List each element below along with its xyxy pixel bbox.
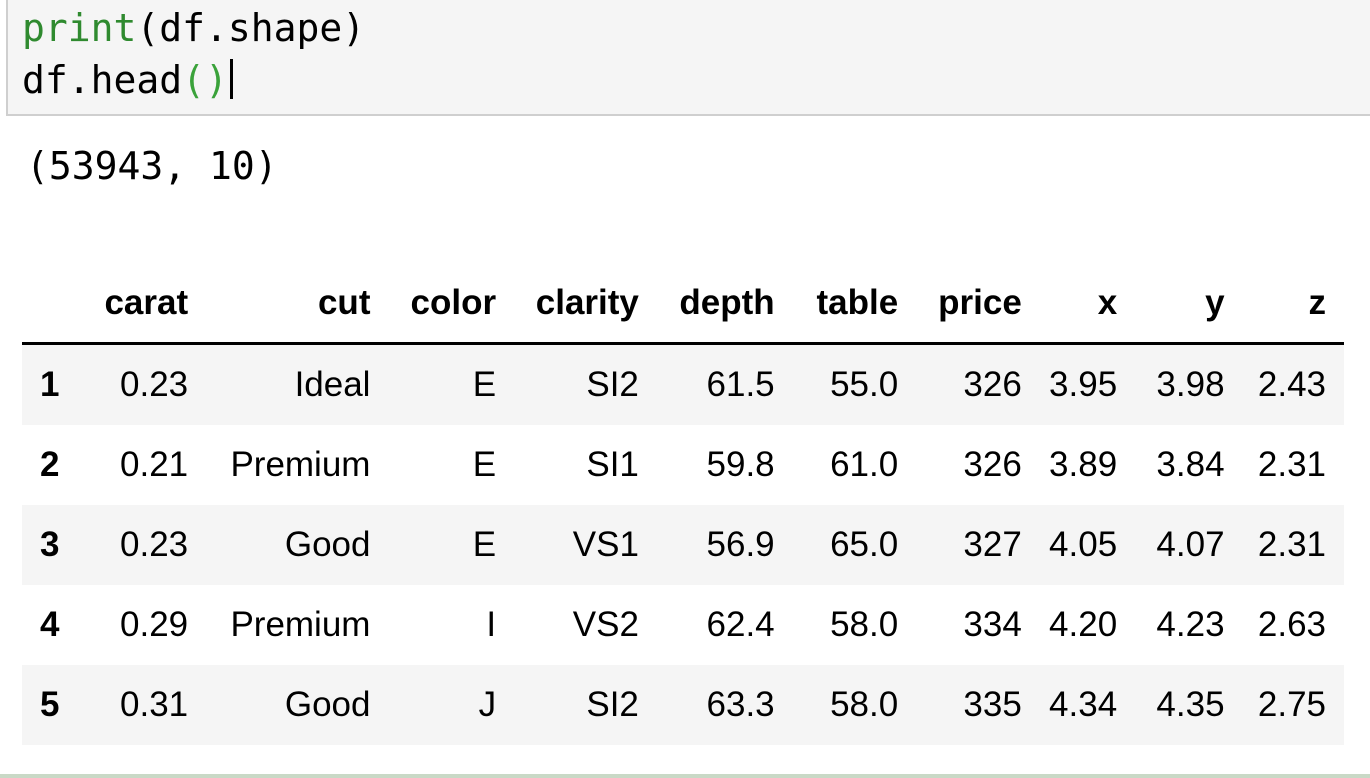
cell-depth: 61.5 [706, 365, 775, 404]
cell-z: 2.75 [1257, 685, 1326, 724]
column-header-depth: depth [638, 264, 775, 345]
column-header-cut: cut [188, 264, 371, 345]
cell-table: 58.0 [830, 685, 899, 724]
column-header-clarity: clarity [496, 264, 639, 345]
cell-depth: 59.8 [706, 445, 775, 484]
cell-table: 58.0 [830, 605, 899, 644]
cell-cut: Good [284, 525, 371, 564]
cell-clarity: SI1 [586, 445, 639, 484]
code-line2-parens: () [182, 58, 228, 102]
cell-y: 4.35 [1156, 685, 1225, 724]
cell-depth: 63.3 [706, 685, 775, 724]
row-index: 4 [40, 605, 60, 644]
code-print-keyword: print [22, 6, 137, 50]
stdout-output: (53943, 10) [26, 144, 278, 188]
row-index: 5 [40, 685, 60, 724]
cell-price: 326 [963, 445, 1022, 484]
cell-price: 334 [963, 605, 1022, 644]
cell-depth: 56.9 [706, 525, 775, 564]
column-header-table: table [774, 264, 899, 345]
cell-table: 55.0 [830, 365, 899, 404]
cell-z: 2.31 [1257, 525, 1326, 564]
cell-carat: 0.23 [120, 525, 189, 564]
cell-carat: 0.21 [120, 445, 189, 484]
cell-price: 326 [963, 365, 1022, 404]
table-header-row: carat cut color clarity depth table pric… [22, 264, 1344, 345]
cell-y: 4.23 [1156, 605, 1225, 644]
cell-cut: Premium [230, 605, 371, 644]
cell-z: 2.31 [1257, 445, 1326, 484]
code-line2-text: df.head [22, 58, 183, 102]
cell-color: I [486, 605, 497, 644]
cell-color: E [472, 445, 497, 484]
table-row: 1 0.23 Ideal E SI2 61.5 55.0 326 3.95 3.98 2.43 [22, 343, 1344, 425]
cell-price: 335 [963, 685, 1022, 724]
cell-carat: 0.29 [120, 605, 189, 644]
cell-cut: Premium [230, 445, 371, 484]
row-index: 3 [40, 525, 60, 564]
cell-color: E [472, 525, 497, 564]
cell-table: 61.0 [830, 445, 899, 484]
text-cursor [229, 59, 233, 99]
cell-clarity: VS1 [572, 525, 639, 564]
cell-divider [0, 774, 1370, 778]
cell-color: E [472, 365, 497, 404]
cell-x: 4.05 [1049, 525, 1118, 564]
cell-clarity: VS2 [572, 605, 639, 644]
cell-x: 4.20 [1049, 605, 1118, 644]
cell-depth: 62.4 [706, 605, 775, 644]
cell-price: 327 [963, 525, 1022, 564]
table-row: 4 0.29 Premium I VS2 62.4 58.0 334 4.20 4.23 2.63 [22, 585, 1344, 665]
cell-z: 2.63 [1257, 605, 1326, 644]
cell-clarity: SI2 [586, 365, 639, 404]
row-index: 2 [40, 445, 60, 484]
cell-cut: Good [284, 685, 371, 724]
cell-clarity: SI2 [586, 685, 639, 724]
cell-cut: Ideal [294, 365, 371, 404]
code-line1-rest: (df.shape) [136, 6, 366, 50]
cell-x: 3.89 [1049, 445, 1118, 484]
table-index-header [22, 264, 97, 345]
table-row: 2 0.21 Premium E SI1 59.8 61.0 326 3.89 3.84 2.31 [22, 425, 1344, 505]
table-body: 1 0.23 Ideal E SI2 61.5 55.0 326 3.95 3.98 2.43 2 0.… [22, 343, 1344, 745]
column-header-z: z [1236, 264, 1344, 345]
cell-y: 3.98 [1156, 365, 1225, 404]
column-header-x: x [1021, 264, 1130, 345]
cell-x: 3.95 [1049, 365, 1118, 404]
cell-carat: 0.31 [120, 685, 189, 724]
code-cell-input[interactable]: print(df.shape) df.head() [6, 0, 1370, 116]
column-header-y: y [1129, 264, 1237, 345]
column-header-price: price [898, 264, 1022, 345]
dataframe-table: carat cut color clarity depth table pric… [22, 264, 1344, 745]
cell-x: 4.34 [1049, 685, 1118, 724]
table-row: 5 0.31 Good J SI2 63.3 58.0 335 4.34 4.35 2.75 [22, 665, 1344, 745]
code-editor[interactable]: print(df.shape) df.head() [22, 2, 365, 106]
cell-color: J [478, 685, 497, 724]
cell-carat: 0.23 [120, 365, 189, 404]
cell-z: 2.43 [1257, 365, 1326, 404]
cell-y: 4.07 [1156, 525, 1225, 564]
table-row: 3 0.23 Good E VS1 56.9 65.0 327 4.05 4.07 2.31 [22, 505, 1344, 585]
column-header-color: color [370, 264, 497, 345]
cell-table: 65.0 [830, 525, 899, 564]
column-header-carat: carat [96, 264, 189, 345]
cell-y: 3.84 [1156, 445, 1225, 484]
row-index: 1 [40, 365, 60, 404]
